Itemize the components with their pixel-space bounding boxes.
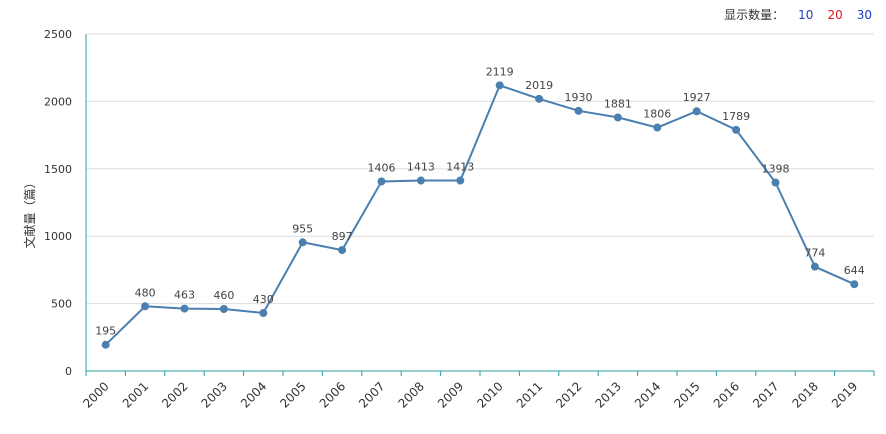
data-label-2015: 1927 [683,91,711,104]
data-label-2013: 1881 [604,97,632,110]
x-tick-label-2015: 2015 [671,379,702,410]
data-point-2005[interactable] [298,238,307,247]
data-point-2019[interactable] [850,280,859,289]
x-tick-label-2009: 2009 [435,379,466,410]
x-tick-label-2012: 2012 [553,379,584,410]
data-point-2016[interactable] [732,125,741,134]
data-point-2009[interactable] [456,176,465,185]
display-count-30[interactable]: 30 [856,7,872,22]
data-point-2007[interactable] [377,177,386,186]
data-label-2005: 955 [292,222,313,235]
data-label-2006: 897 [332,230,353,243]
data-point-2012[interactable] [574,106,583,115]
data-labels: 195 480 463 460 430 955 897 1406 1413 1413 2119 201… [95,65,865,337]
y-tick-label-1000: 1000 [44,230,72,243]
x-tick-label-2004: 2004 [238,379,269,410]
data-label-2004: 430 [253,293,274,306]
y-tick-label-2500: 2500 [44,28,72,41]
data-point-2017[interactable] [771,178,780,187]
data-label-2019: 644 [844,264,865,277]
data-label-2012: 1930 [565,91,593,104]
data-point-2015[interactable] [692,107,701,116]
display-count-label: 显示数量： [724,8,785,22]
x-tick-label-2002: 2002 [159,379,190,410]
data-point-2002[interactable] [180,304,189,313]
x-tick-label-2016: 2016 [711,379,742,410]
x-tick-label-2001: 2001 [120,379,151,410]
data-label-2002: 463 [174,289,195,302]
x-tick-label-2017: 2017 [750,379,781,410]
x-tick-label-2014: 2014 [632,379,663,410]
x-tick-label-2007: 2007 [356,379,387,410]
x-tick-label-2018: 2018 [790,379,821,410]
x-tick-label-2019: 2019 [829,379,860,410]
data-point-2013[interactable] [613,113,622,122]
y-tick-label-1500: 1500 [44,163,72,176]
series-line [105,84,855,346]
x-tick-label-2006: 2006 [317,379,348,410]
data-label-2018: 774 [804,247,825,260]
x-tick-label-2003: 2003 [199,379,230,410]
x-tick-label-2005: 2005 [277,379,308,410]
display-count-10[interactable]: 10 [798,7,814,22]
y-tick-labels: 0 500 1000 1500 2000 2500 [44,28,72,378]
data-label-2017: 1398 [762,163,790,176]
data-label-2008: 1413 [407,161,435,174]
data-point-2008[interactable] [416,176,425,185]
data-point-2014[interactable] [653,123,662,132]
series-line-group [101,81,859,349]
x-tick-labels: 2000 2001 2002 2003 2004 2005 2006 2007 2008 2009… [80,379,860,410]
data-label-2003: 460 [213,289,234,302]
y-tick-label-0: 0 [65,365,72,378]
data-point-2001[interactable] [141,302,150,311]
data-label-2001: 480 [135,286,156,299]
data-point-2011[interactable] [535,94,544,103]
data-point-2010[interactable] [495,81,504,90]
data-label-2014: 1806 [643,108,671,121]
data-label-2000: 195 [95,325,116,338]
x-tick-label-2010: 2010 [474,379,505,410]
data-point-2018[interactable] [810,262,819,271]
x-tick-label-2000: 2000 [80,379,111,410]
data-label-2007: 1406 [368,161,396,174]
x-tick-label-2013: 2013 [593,379,624,410]
y-axis-label: 文献量（篇） [22,176,37,248]
x-tick-label-2008: 2008 [396,379,427,410]
data-point-2006[interactable] [338,246,347,255]
data-point-2003[interactable] [219,304,228,313]
display-count-20[interactable]: 20 [827,7,843,22]
y-tick-label-500: 500 [51,298,72,311]
data-point-2004[interactable] [259,309,268,318]
axes [85,34,875,376]
data-point-2000[interactable] [101,340,110,349]
data-label-2011: 2019 [525,79,553,92]
data-label-2009: 1413 [446,161,474,174]
y-tick-label-2000: 2000 [44,95,72,108]
x-tick-label-2011: 2011 [514,379,545,410]
data-label-2016: 1789 [722,110,750,123]
display-count-control: 显示数量： 10 20 30 [724,6,872,23]
grid-lines [86,33,874,305]
data-label-2010: 2119 [486,65,514,78]
